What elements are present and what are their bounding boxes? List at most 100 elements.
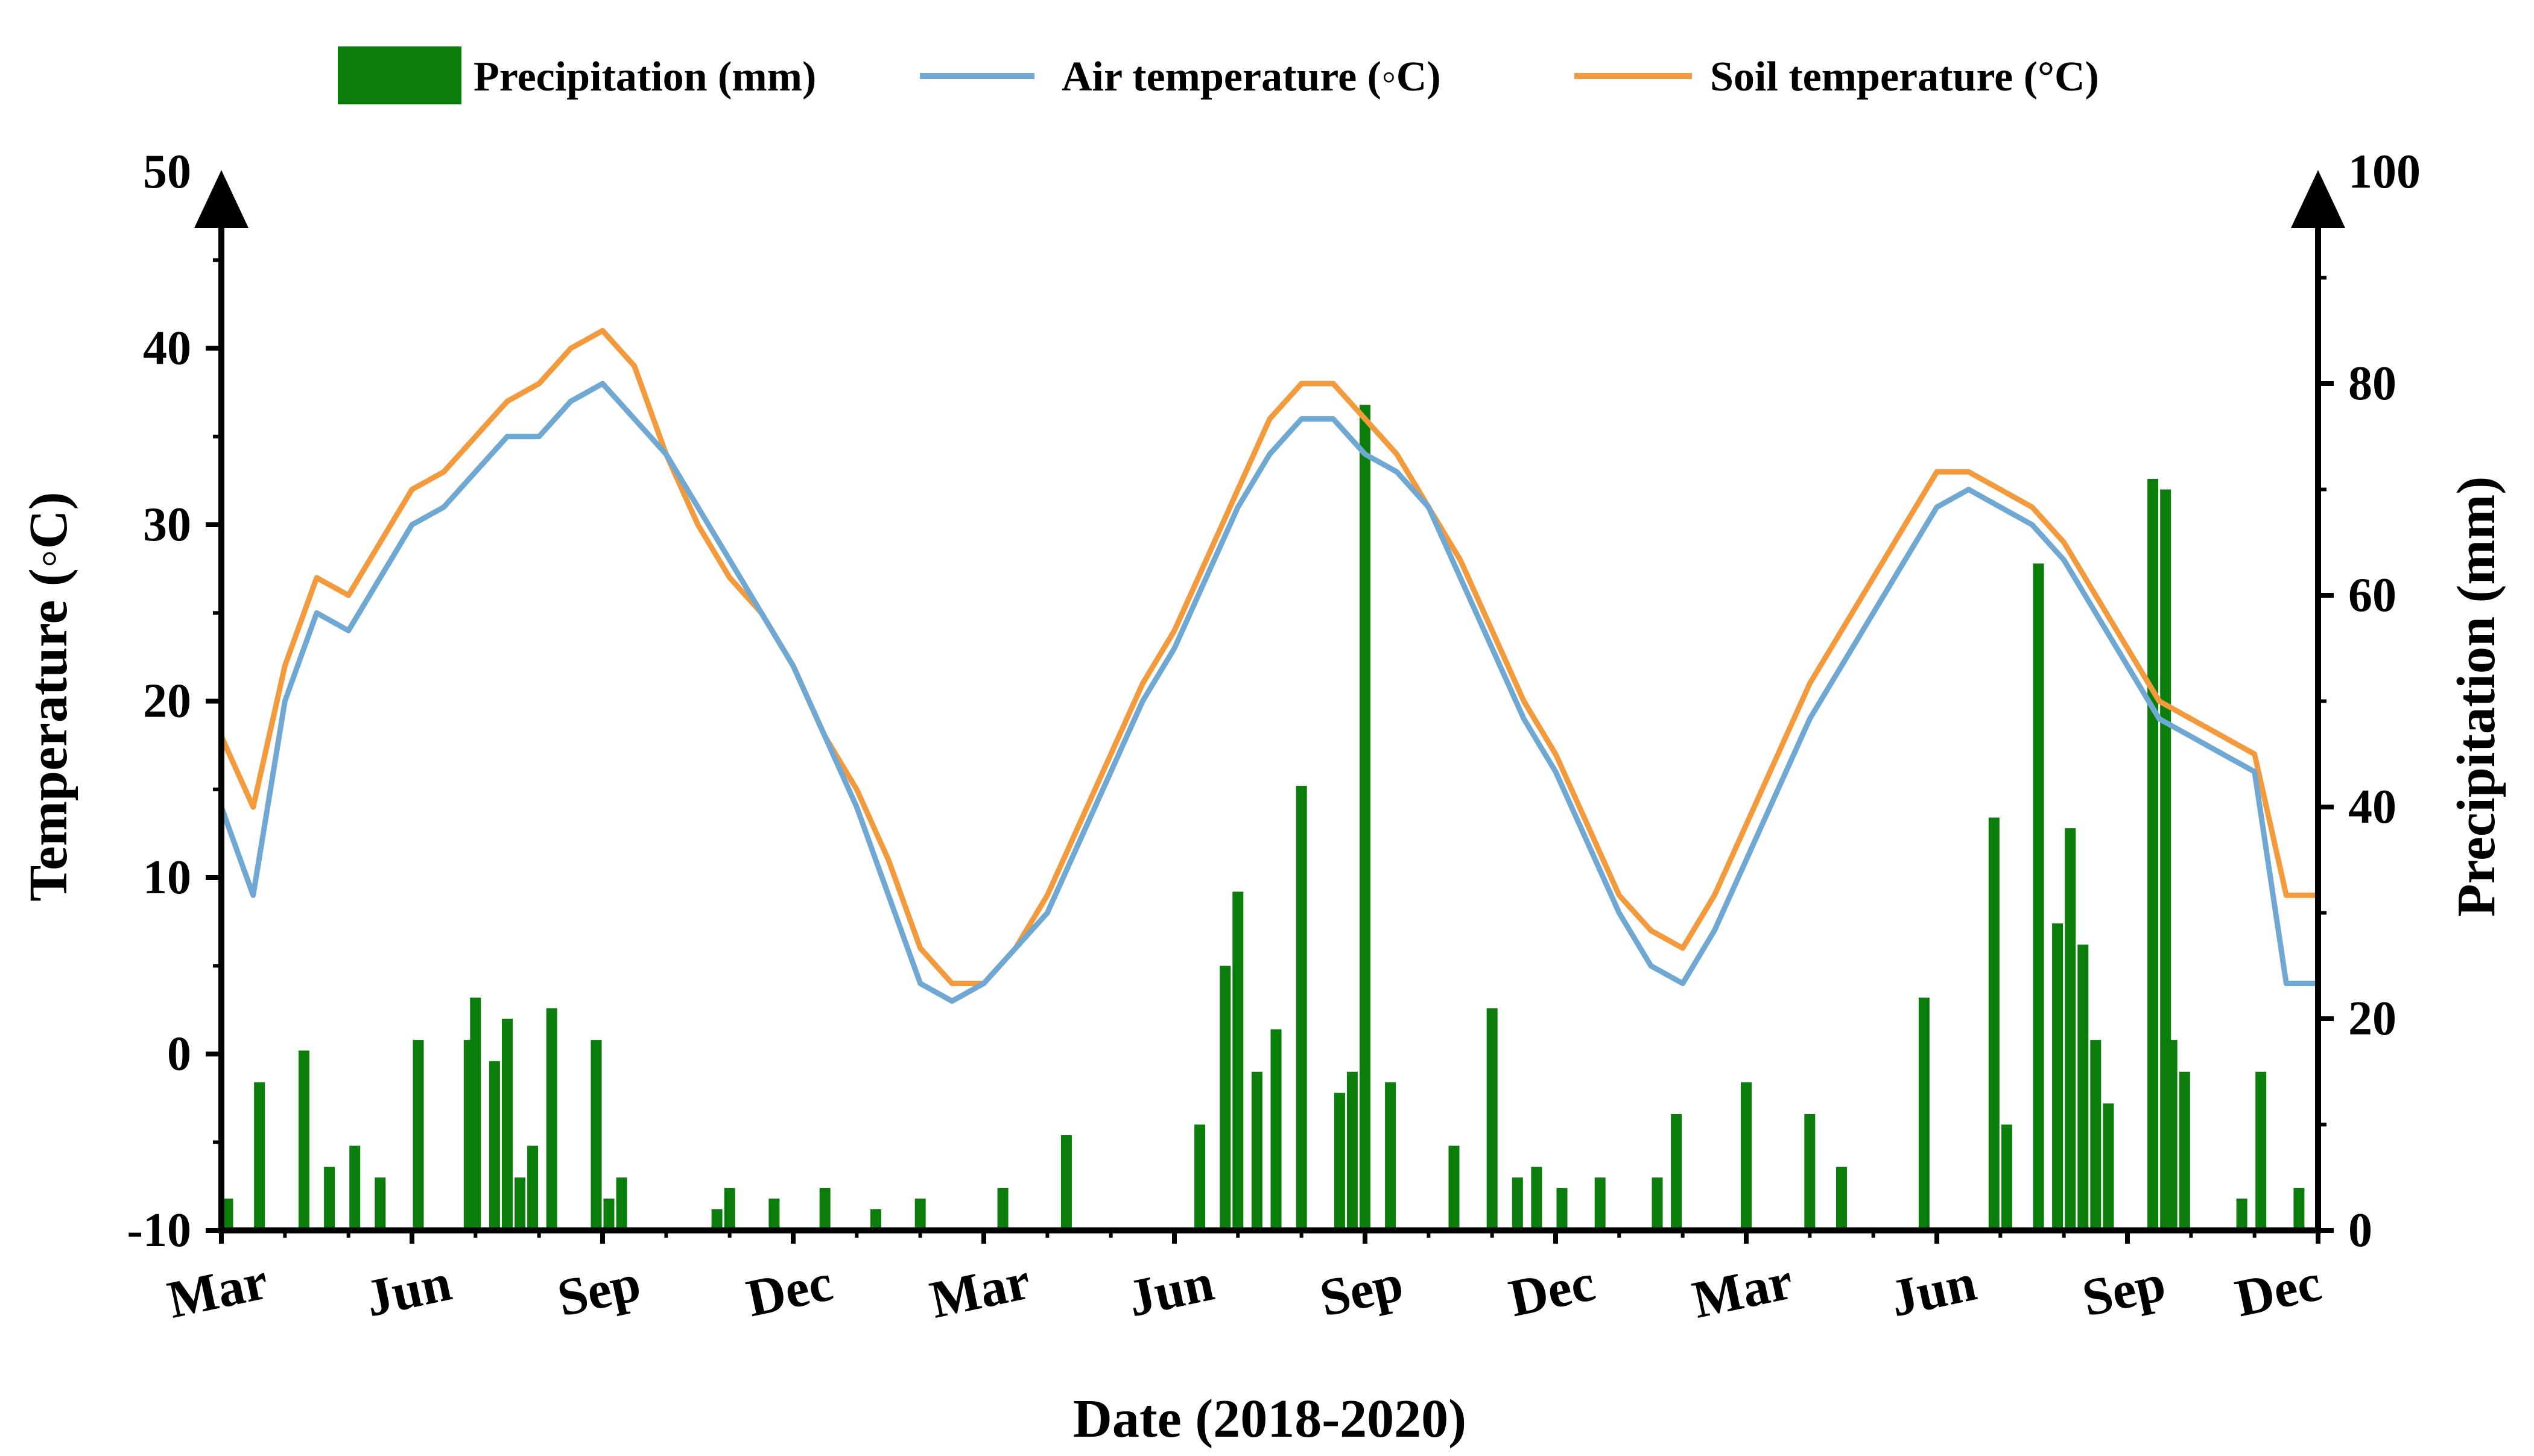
precipitation-bar	[768, 1198, 780, 1230]
precipitation-bar	[254, 1082, 265, 1230]
right-tick-label: 20	[2348, 992, 2396, 1045]
precipitation-bar	[470, 997, 481, 1230]
x-tick-label: Sep	[553, 1253, 645, 1328]
precipitation-bar	[1652, 1177, 1663, 1231]
precipitation-bar	[546, 1008, 557, 1230]
left-axis-ticks: -10 0 10 20 30 40 50	[127, 145, 221, 1257]
precipitation-bar	[1251, 1071, 1262, 1231]
precipitation-bar	[222, 1198, 233, 1230]
x-tick-label: Mar	[163, 1252, 273, 1329]
x-tick-label: Jun	[361, 1253, 457, 1328]
air-temperature-line	[218, 381, 2321, 1004]
precipitation-bar	[1448, 1145, 1460, 1230]
precipitation-bar	[1346, 1071, 1358, 1231]
precipitation-bar	[2090, 1040, 2102, 1230]
right-axis-ticks: 0 20 40 60 80 100	[2318, 145, 2421, 1257]
precipitation-bar	[502, 1019, 513, 1230]
precipitation-bar	[2293, 1188, 2305, 1230]
precipitation-bar	[1594, 1177, 1606, 1231]
left-tick-label: 40	[143, 322, 191, 375]
precipitation-bar	[2147, 479, 2159, 1230]
precipitation-bar	[2255, 1071, 2267, 1231]
precipitation-bar	[324, 1166, 335, 1230]
precipitation-bar	[2065, 828, 2076, 1230]
precipitation-bar	[413, 1040, 424, 1230]
precipitation-bar	[1060, 1135, 1072, 1230]
right-axis-title: Precipitation (mm)	[2447, 476, 2506, 917]
precipitation-bar	[2077, 945, 2089, 1230]
precipitation-bar	[1556, 1188, 1568, 1230]
legend-label-precipitation: Precipitation (mm)	[474, 54, 816, 100]
left-axis-title: Temperature (◦C)	[19, 492, 78, 901]
precipitation-bar	[997, 1188, 1009, 1230]
precipitation-bar	[914, 1198, 926, 1230]
left-tick-label: 50	[143, 145, 191, 198]
x-tick-label: Jun	[1123, 1253, 1219, 1328]
x-tick-label: Jun	[1886, 1253, 1981, 1328]
x-tick-label: Dec	[742, 1253, 838, 1328]
precipitation-bar	[1836, 1166, 1847, 1230]
legend-label-soil-temperature: Soil temperature (°C)	[1710, 54, 2099, 100]
precipitation-bar	[1486, 1008, 1498, 1230]
precipitation-bar	[2179, 1071, 2190, 1231]
precipitation-bar	[2001, 1124, 2012, 1230]
precipitation-bar	[1385, 1082, 1396, 1230]
precipitation-bar	[1232, 891, 1244, 1230]
right-tick-label: 60	[2348, 569, 2396, 622]
precipitation-bar	[515, 1177, 526, 1231]
precipitation-bar	[1988, 817, 2000, 1230]
soil-temperature-line	[218, 328, 2321, 986]
legend-label-air-temperature: Air temperature (◦C)	[1062, 54, 1441, 100]
x-tick-label: Sep	[2077, 1253, 2170, 1328]
x-axis-ticks: Mar Jun Sep Dec Mar Jun Sep Dec Mar Jun Sep Dec	[163, 1230, 2327, 1330]
left-tick-label: 30	[143, 498, 191, 551]
precipitation-bar	[2052, 923, 2064, 1230]
precipitation-bar	[1220, 966, 1231, 1231]
precipitation-bar	[1804, 1114, 1816, 1230]
precipitation-bars	[222, 405, 2305, 1231]
temperature-lines	[218, 328, 2321, 1004]
right-tick-label: 40	[2348, 780, 2396, 834]
x-tick-label: Dec	[2231, 1253, 2327, 1328]
left-tick-label: -10	[127, 1204, 191, 1257]
axes	[194, 170, 2345, 1233]
left-tick-label: 0	[167, 1028, 191, 1081]
precipitation-bar	[1296, 785, 1307, 1230]
legend-swatch-precipitation	[338, 46, 461, 104]
precipitation-bar	[1512, 1177, 1523, 1231]
left-tick-label: 20	[143, 675, 191, 728]
right-tick-label: 0	[2348, 1204, 2372, 1257]
legend: Precipitation (mm) Air temperature (◦C) …	[338, 46, 2099, 104]
precipitation-bar	[2033, 563, 2044, 1230]
precipitation-bar	[603, 1198, 615, 1230]
x-axis-title: Date (2018-2020)	[1073, 1389, 1466, 1449]
precipitation-bar	[527, 1145, 539, 1230]
precipitation-bar	[2236, 1198, 2247, 1230]
precipitation-bar	[591, 1040, 602, 1230]
right-axis-arrowhead	[2291, 170, 2345, 228]
left-tick-label: 10	[143, 851, 191, 904]
precipitation-bar	[724, 1188, 735, 1230]
precipitation-bar	[616, 1177, 627, 1231]
precipitation-bar	[870, 1209, 881, 1230]
left-axis-arrowhead	[194, 170, 249, 228]
precipitation-bar	[1194, 1124, 1206, 1230]
x-tick-label: Sep	[1315, 1253, 1408, 1328]
precipitation-bar	[349, 1145, 361, 1230]
precipitation-bar	[2103, 1103, 2114, 1230]
precipitation-bar	[1741, 1082, 1752, 1230]
precipitation-bar	[1360, 405, 1370, 1230]
precipitation-bar	[1334, 1092, 1345, 1230]
precipitation-bar	[489, 1061, 500, 1230]
precipitation-bar	[1918, 997, 1930, 1230]
precipitation-bar	[1671, 1114, 1682, 1230]
precipitation-bar	[711, 1209, 723, 1230]
x-tick-label: Mar	[1688, 1252, 1798, 1329]
x-tick-label: Dec	[1504, 1253, 1600, 1328]
right-tick-label: 80	[2348, 357, 2396, 410]
right-tick-label: 100	[2348, 145, 2421, 198]
precipitation-bar	[298, 1050, 309, 1230]
x-tick-label: Mar	[925, 1252, 1036, 1329]
precipitation-bar	[375, 1177, 386, 1231]
